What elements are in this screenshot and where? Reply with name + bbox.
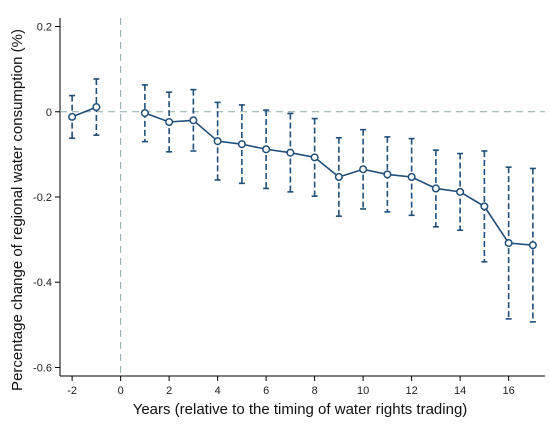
data-point [480,202,489,211]
x-tick-label: 0 [118,385,124,397]
x-tick-label: 14 [454,385,466,397]
x-tick-label: 4 [215,385,221,397]
data-point [165,117,174,127]
x-tick-label: 10 [357,385,369,397]
tick-labels: -0.6 -0.4 -0.2 0 0.2 -2 0 2 4 6 8 10 12 14 16 [33,22,515,397]
data-point [528,241,537,250]
data-point [310,153,319,162]
axes [55,18,545,381]
data-point [262,145,271,154]
data-point [359,165,368,174]
data-point [286,148,295,157]
data-point [456,187,465,196]
x-tick-label: 6 [263,385,269,397]
y-tick-label: -0.2 [33,192,52,204]
data-point [68,112,77,121]
x-tick-label: 2 [166,385,172,397]
error-bars [69,78,536,323]
data-point [383,170,392,179]
y-tick-label: -0.6 [33,362,52,374]
y-axis-title: Percentage change of regional water cons… [9,29,26,391]
data-point [92,103,101,112]
x-axis-title: Years (relative to the timing of water r… [133,401,468,418]
x-tick-label: 16 [503,385,515,397]
estimate-series [68,103,537,250]
data-point [334,172,343,182]
y-tick-label: 0.2 [37,22,52,34]
data-point [140,108,149,118]
series-line [71,106,97,118]
reference-lines [60,18,545,376]
data-point [213,137,222,146]
y-tick-label: 0 [46,107,52,119]
data-point [237,140,246,149]
x-tick-label: 12 [406,385,418,397]
data-point [431,184,440,193]
data-point [504,238,513,248]
data-point [407,172,416,182]
data-point [189,116,198,125]
y-tick-label: -0.4 [33,277,52,289]
x-tick-label: 8 [312,385,318,397]
x-tick-label: -2 [67,385,77,397]
